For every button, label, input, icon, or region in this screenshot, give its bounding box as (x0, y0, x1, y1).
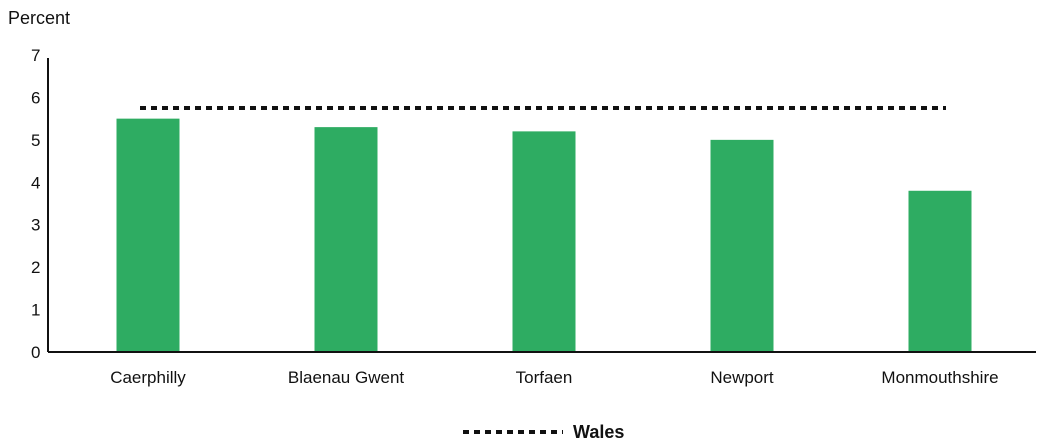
y-axis-ticks: 0 1 2 3 4 5 6 7 (31, 46, 40, 362)
legend: Wales (463, 422, 624, 439)
bar (116, 118, 180, 353)
y-tick-label: 7 (31, 46, 40, 65)
x-tick-label: Newport (710, 368, 774, 387)
bar (710, 139, 774, 352)
y-tick-label: 1 (31, 301, 40, 320)
bar (908, 190, 972, 352)
y-tick-label: 5 (31, 131, 40, 150)
bar (314, 127, 378, 352)
x-axis-labels: Caerphilly Blaenau Gwent Torfaen Newport Mon… (110, 368, 998, 387)
y-tick-label: 3 (31, 216, 40, 235)
x-tick-label: Blaenau Gwent (288, 368, 405, 387)
y-tick-label: 6 (31, 88, 40, 107)
bars (116, 118, 972, 353)
y-axis-title: Percent (8, 8, 70, 28)
bar (512, 131, 576, 352)
y-tick-label: 2 (31, 258, 40, 277)
x-tick-label: Monmouthshire (881, 368, 998, 387)
y-tick-label: 4 (31, 173, 40, 192)
y-tick-label: 0 (31, 343, 40, 362)
x-tick-label: Caerphilly (110, 368, 186, 387)
legend-wales-label: Wales (573, 422, 624, 439)
x-tick-label: Torfaen (516, 368, 573, 387)
